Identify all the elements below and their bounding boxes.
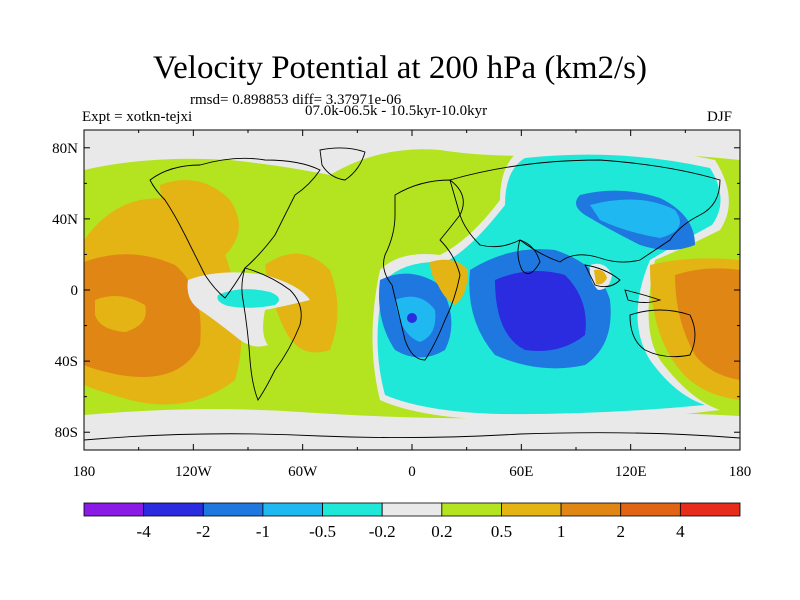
lat-label: 80S xyxy=(55,425,78,441)
field-north-neutral xyxy=(84,130,740,175)
lat-label: 40N xyxy=(52,212,78,228)
colorbar-label: 0.2 xyxy=(431,522,452,541)
colorbar-swatch xyxy=(620,502,681,517)
period-label: 07.0k-06.5k - 10.5kyr-10.0kyr xyxy=(305,103,488,119)
lat-label: 80N xyxy=(52,141,78,157)
colorbar-label: -4 xyxy=(137,522,152,541)
colorbar-swatch xyxy=(381,502,443,517)
lon-label: 180 xyxy=(73,464,96,480)
field-namerica-positive xyxy=(160,180,239,255)
field-africa-strong xyxy=(407,313,417,323)
colorbar-label: -0.2 xyxy=(369,522,396,541)
longitude-axis: 180 120W 60W 0 60E 120E 180 xyxy=(73,130,752,480)
lon-label: 0 xyxy=(408,464,416,480)
latitude-axis: 80N 40N 0 40S 80S xyxy=(52,141,740,441)
colorbar-swatch xyxy=(83,502,145,517)
colorbar-swatch xyxy=(262,502,323,517)
map-title: Velocity Potential at 200 hPa (km2/s) xyxy=(152,50,648,86)
field-indian-strong xyxy=(495,271,586,351)
season-label: DJF xyxy=(707,109,733,125)
field-pacific-inner xyxy=(95,296,146,332)
stats-label: rmsd= 0.898853 diff= 3.37971e-06 xyxy=(190,92,402,108)
lon-label: 120W xyxy=(175,464,213,480)
colorbar-swatch xyxy=(202,502,264,517)
field-maritime-positive xyxy=(594,269,607,285)
coastlines xyxy=(84,147,740,441)
lon-label: 60E xyxy=(509,464,533,480)
colorbar-label: 1 xyxy=(557,522,566,541)
field-wpacific-strong xyxy=(675,268,740,380)
field-central-neutral xyxy=(187,272,310,347)
colorbar-swatch xyxy=(679,502,741,517)
lon-label: 120E xyxy=(615,464,647,480)
lon-label: 180 xyxy=(729,464,752,480)
expt-label: Expt = xotkn-tejxi xyxy=(82,109,193,125)
contour-field xyxy=(84,130,740,450)
colorbar-swatch xyxy=(501,502,562,517)
field-central-negative xyxy=(217,289,279,308)
colorbar-label: 2 xyxy=(616,522,625,541)
colorbar-label: 4 xyxy=(676,522,685,541)
lon-label: 60W xyxy=(288,464,318,480)
colorbar-swatch xyxy=(441,502,502,517)
colorbar-label: 0.5 xyxy=(491,522,512,541)
colorbar-label: -2 xyxy=(196,522,210,541)
field-samerica-positive xyxy=(265,253,338,353)
colorbar-swatch xyxy=(322,502,383,517)
colorbar-swatch xyxy=(560,502,622,517)
colorbar-swatch xyxy=(143,502,204,517)
lat-label: 0 xyxy=(71,283,79,299)
lat-label: 40S xyxy=(55,354,78,370)
colorbar-label: -1 xyxy=(256,522,270,541)
colorbar-label: -0.5 xyxy=(309,522,336,541)
field-asia-inner xyxy=(590,199,680,238)
colorbar: -4 -2 -1 -0.5 -0.2 0.2 0.5 1 2 4 xyxy=(83,502,741,541)
